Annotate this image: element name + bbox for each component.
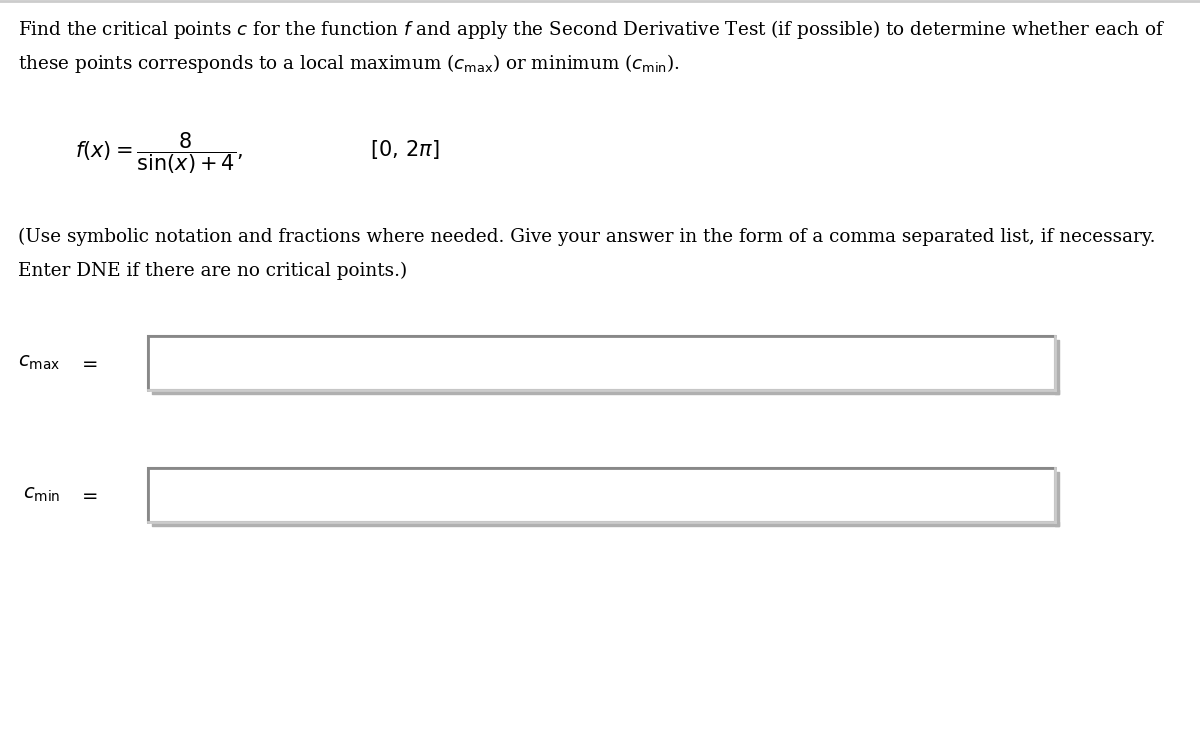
Text: $[0,\, 2\pi]$: $[0,\, 2\pi]$ <box>370 138 439 161</box>
Text: $=$: $=$ <box>78 486 98 504</box>
Text: Find the critical points $c$ for the function $f$ and apply the Second Derivativ: Find the critical points $c$ for the fun… <box>18 18 1165 41</box>
Text: $c_{\mathrm{max}}$: $c_{\mathrm{max}}$ <box>18 354 60 372</box>
Text: $c_{\mathrm{min}}$: $c_{\mathrm{min}}$ <box>23 486 60 504</box>
Text: these points corresponds to a local maximum ($c_{\mathrm{max}}$) or minimum ($c_: these points corresponds to a local maxi… <box>18 52 680 75</box>
Bar <box>148 468 1055 522</box>
Text: $f(x) = \dfrac{8}{\sin(x) + 4},$: $f(x) = \dfrac{8}{\sin(x) + 4},$ <box>74 130 244 176</box>
Text: Enter DNE if there are no critical points.): Enter DNE if there are no critical point… <box>18 262 407 280</box>
Bar <box>148 336 1055 390</box>
Text: (Use symbolic notation and fractions where needed. Give your answer in the form : (Use symbolic notation and fractions whe… <box>18 228 1156 246</box>
Text: $=$: $=$ <box>78 354 98 372</box>
